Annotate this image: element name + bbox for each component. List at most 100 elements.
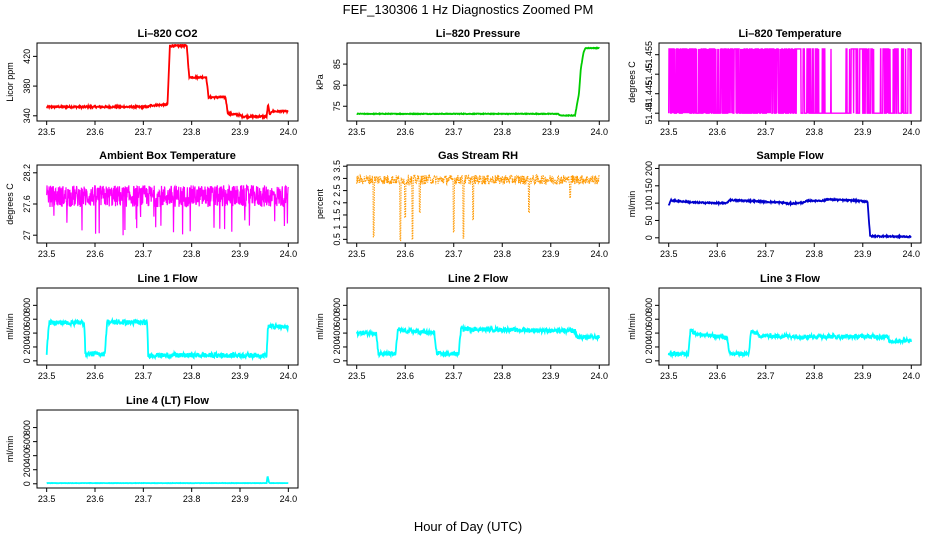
panel-frame [658,164,922,244]
series-line-1 [356,173,600,242]
panel-ylabel: percent [315,188,325,219]
y-tick-label: 0 [22,358,32,363]
y-tick-label: 80 [332,80,342,90]
x-tick-label: 24.0 [280,127,298,137]
panel-title: Sample Flow [756,150,824,162]
x-tick-label: 23.6 [708,371,726,381]
y-tick-label: 150 [644,178,654,193]
x-tick-label: 23.9 [231,371,249,381]
panel-data [46,183,289,236]
x-tick-label: 23.5 [660,127,678,137]
panel-ylabel: degrees C [627,61,637,103]
panel-10: Line 4 (LT) Flow ml/min 23.5 23.6 23.7 23.8 23… [5,395,299,504]
panel-data [355,323,601,359]
panel-data [46,476,289,485]
x-tick-label: 23.5 [348,371,366,381]
y-tick-label: 1 [332,225,342,230]
panel-2: Li–820 Pressure kPa 23.5 23.6 23.7 23.8 23.9 24… [315,28,610,137]
x-tick-label: 23.6 [396,371,414,381]
panel-ylabel: Licor ppm [5,62,15,102]
y-tick-label: 0 [22,481,32,486]
y-tick-label: 28.2 [22,164,32,182]
x-tick-label: 23.9 [231,494,249,504]
x-tick-label: 23.7 [757,371,775,381]
x-tick-label: 24.0 [903,371,921,381]
y-tick-label: 51.44 [644,102,654,125]
y-tick-label: 0 [644,235,654,240]
panel-frame [346,42,610,122]
x-tick-label: 24.0 [280,494,298,504]
x-tick-label: 23.9 [854,127,872,137]
x-tick-label: 23.8 [493,371,511,381]
x-tick-label: 23.7 [135,127,153,137]
series-line-1 [45,316,290,362]
series-line-1 [45,44,289,120]
x-tick-label: 23.8 [493,127,511,137]
y-tick-label: 75 [332,101,342,111]
x-tick-label: 23.6 [86,249,104,259]
x-tick-label: 23.7 [757,249,775,259]
y-tick-label: 50 [644,215,654,225]
y-tick-label: 600 [22,312,32,327]
y-tick-label: 27 [22,230,32,240]
panel-data [667,327,913,360]
y-tick-label: 0 [332,358,342,363]
panel-title: Line 3 Flow [760,273,820,285]
x-tick-label: 23.9 [542,127,560,137]
x-tick-label: 23.7 [135,249,153,259]
x-tick-label: 23.5 [38,249,56,259]
x-tick-label: 23.7 [757,127,775,137]
x-tick-label: 23.6 [86,494,104,504]
y-tick-label: 85 [332,59,342,69]
x-tick-label: 23.5 [38,371,56,381]
x-tick-label: 23.7 [445,371,463,381]
y-tick-label: 800 [644,298,654,313]
x-tick-label: 23.6 [396,249,414,259]
panel-ylabel: ml/min [315,313,325,340]
x-tick-label: 23.5 [348,249,366,259]
x-tick-label: 23.8 [805,249,823,259]
x-tick-label: 23.6 [86,371,104,381]
panel-title: Line 2 Flow [448,273,508,285]
panel-frame [36,287,299,366]
series-line-1 [667,196,912,240]
panel-ylabel: ml/min [627,313,637,340]
x-tick-label: 23.7 [445,249,463,259]
x-tick-label: 24.0 [280,371,298,381]
figure-title: FEF_130306 1 Hz Diagnostics Zoomed PM [343,2,594,17]
x-tick-label: 23.5 [38,127,56,137]
x-tick-label: 23.9 [542,249,560,259]
panel-title: Gas Stream RH [438,150,518,162]
x-tick-label: 23.8 [183,127,201,137]
panel-ylabel: ml/min [5,436,15,463]
x-tick-label: 23.8 [805,127,823,137]
series-line-1 [355,323,601,359]
panel-frame [36,409,299,489]
y-tick-label: 600 [332,312,342,327]
y-tick-label: 340 [22,108,32,123]
panel-data [667,196,912,240]
figure-xlabel: Hour of Day (UTC) [414,519,522,534]
panel-data [45,316,290,362]
panel-data [45,44,289,120]
x-tick-label: 23.6 [708,127,726,137]
x-tick-label: 23.5 [38,494,56,504]
series-line-1 [668,48,912,114]
y-tick-label: 200 [644,161,654,176]
x-tick-label: 23.9 [542,371,560,381]
y-tick-label: 800 [332,298,342,313]
x-tick-label: 23.9 [854,249,872,259]
panel-data [356,173,600,242]
x-tick-label: 23.8 [805,371,823,381]
panel-7: Line 1 Flow ml/min 23.5 23.6 23.7 23.8 23.9 24.… [5,273,299,381]
x-tick-label: 24.0 [903,249,921,259]
y-tick-label: 380 [22,79,32,94]
y-tick-label: 400 [644,326,654,341]
x-tick-label: 24.0 [591,371,609,381]
panel-ylabel: ml/min [5,313,15,340]
y-tick-label: 27.6 [22,195,32,213]
panel-9: Line 3 Flow ml/min 23.5 23.6 23.7 23.8 23.9 24.… [627,273,922,381]
x-tick-label: 23.9 [854,371,872,381]
